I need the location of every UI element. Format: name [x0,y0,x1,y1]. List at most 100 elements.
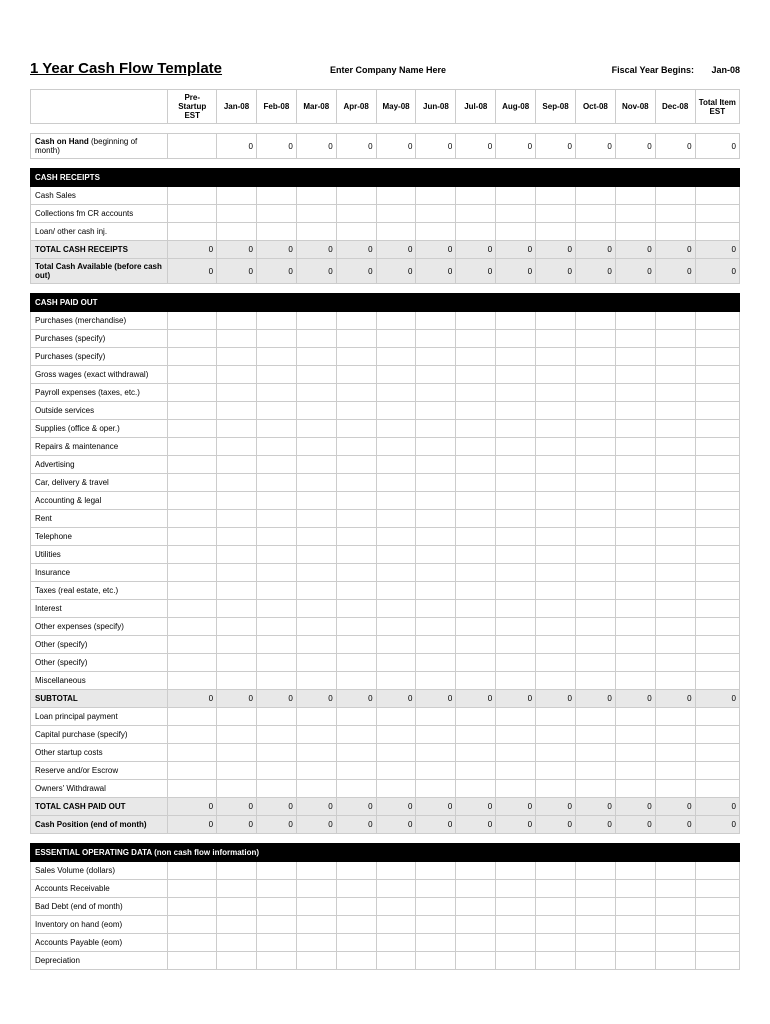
cell [296,420,336,438]
cell [575,205,615,223]
cell [217,934,257,952]
row-label: Outside services [31,402,168,420]
table-row: Rent [31,510,740,528]
cell [296,862,336,880]
cell [168,672,217,690]
cell [376,492,416,510]
cell [336,744,376,762]
cell [655,312,695,330]
cell [256,708,296,726]
cell [416,528,456,546]
cell [168,474,217,492]
cell [655,862,695,880]
cell [256,862,296,880]
cell [376,708,416,726]
cell [296,708,336,726]
cell: 0 [575,690,615,708]
cell [615,934,655,952]
cell [217,223,257,241]
cell [416,510,456,528]
cell [655,348,695,366]
cell [575,510,615,528]
cell [456,348,496,366]
cell: 0 [168,690,217,708]
cell [496,952,536,970]
cell [217,600,257,618]
cell: 0 [575,259,615,284]
cell: 0 [256,798,296,816]
cell [456,600,496,618]
cell [416,582,456,600]
cell [536,187,576,205]
cell [296,916,336,934]
cell [536,348,576,366]
cell [655,205,695,223]
cell [256,402,296,420]
page-title: 1 Year Cash Flow Template [30,60,310,77]
cell [336,582,376,600]
cell [296,402,336,420]
cell [296,348,336,366]
cell [496,402,536,420]
cell [376,312,416,330]
cell [655,366,695,384]
cell [655,546,695,564]
cell [256,636,296,654]
cell [496,474,536,492]
cell: 0 [296,259,336,284]
cell [695,762,739,780]
cell [416,312,456,330]
column-header: Jun-08 [416,90,456,124]
cell [376,223,416,241]
row-label: Repairs & maintenance [31,438,168,456]
table-row: Inventory on hand (eom) [31,916,740,934]
cell: 0 [416,690,456,708]
cell [336,546,376,564]
row-label: Other (specify) [31,654,168,672]
cell [695,898,739,916]
cell [336,384,376,402]
row-label: Purchases (specify) [31,330,168,348]
column-header: Nov-08 [615,90,655,124]
cell [416,564,456,582]
cell: 0 [336,798,376,816]
cell [496,880,536,898]
cell: 0 [217,259,257,284]
cell [376,898,416,916]
table-body: Cash on Hand (beginning of month)0000000… [31,124,740,970]
cell [168,600,217,618]
cell [217,402,257,420]
cell: 0 [575,798,615,816]
cell [655,654,695,672]
cell [217,780,257,798]
fiscal-year-value: Jan-08 [702,65,740,75]
row-label: Loan principal payment [31,708,168,726]
cell [217,618,257,636]
cell [536,780,576,798]
cell [168,952,217,970]
cell [168,205,217,223]
cell: 0 [376,816,416,834]
cell [256,366,296,384]
cell [496,528,536,546]
cell [496,780,536,798]
cell [695,934,739,952]
cell [536,726,576,744]
cell [615,916,655,934]
cell [296,510,336,528]
row-label: Taxes (real estate, etc.) [31,582,168,600]
cell: 0 [456,259,496,284]
table-row: Taxes (real estate, etc.) [31,582,740,600]
cell [168,330,217,348]
cell [336,726,376,744]
cell [217,384,257,402]
cell [575,223,615,241]
cell [336,898,376,916]
table-row: CASH RECEIPTS [31,169,740,187]
cell [496,546,536,564]
cell [376,528,416,546]
cell: 0 [496,690,536,708]
cell [456,618,496,636]
cell [536,384,576,402]
cell [376,564,416,582]
